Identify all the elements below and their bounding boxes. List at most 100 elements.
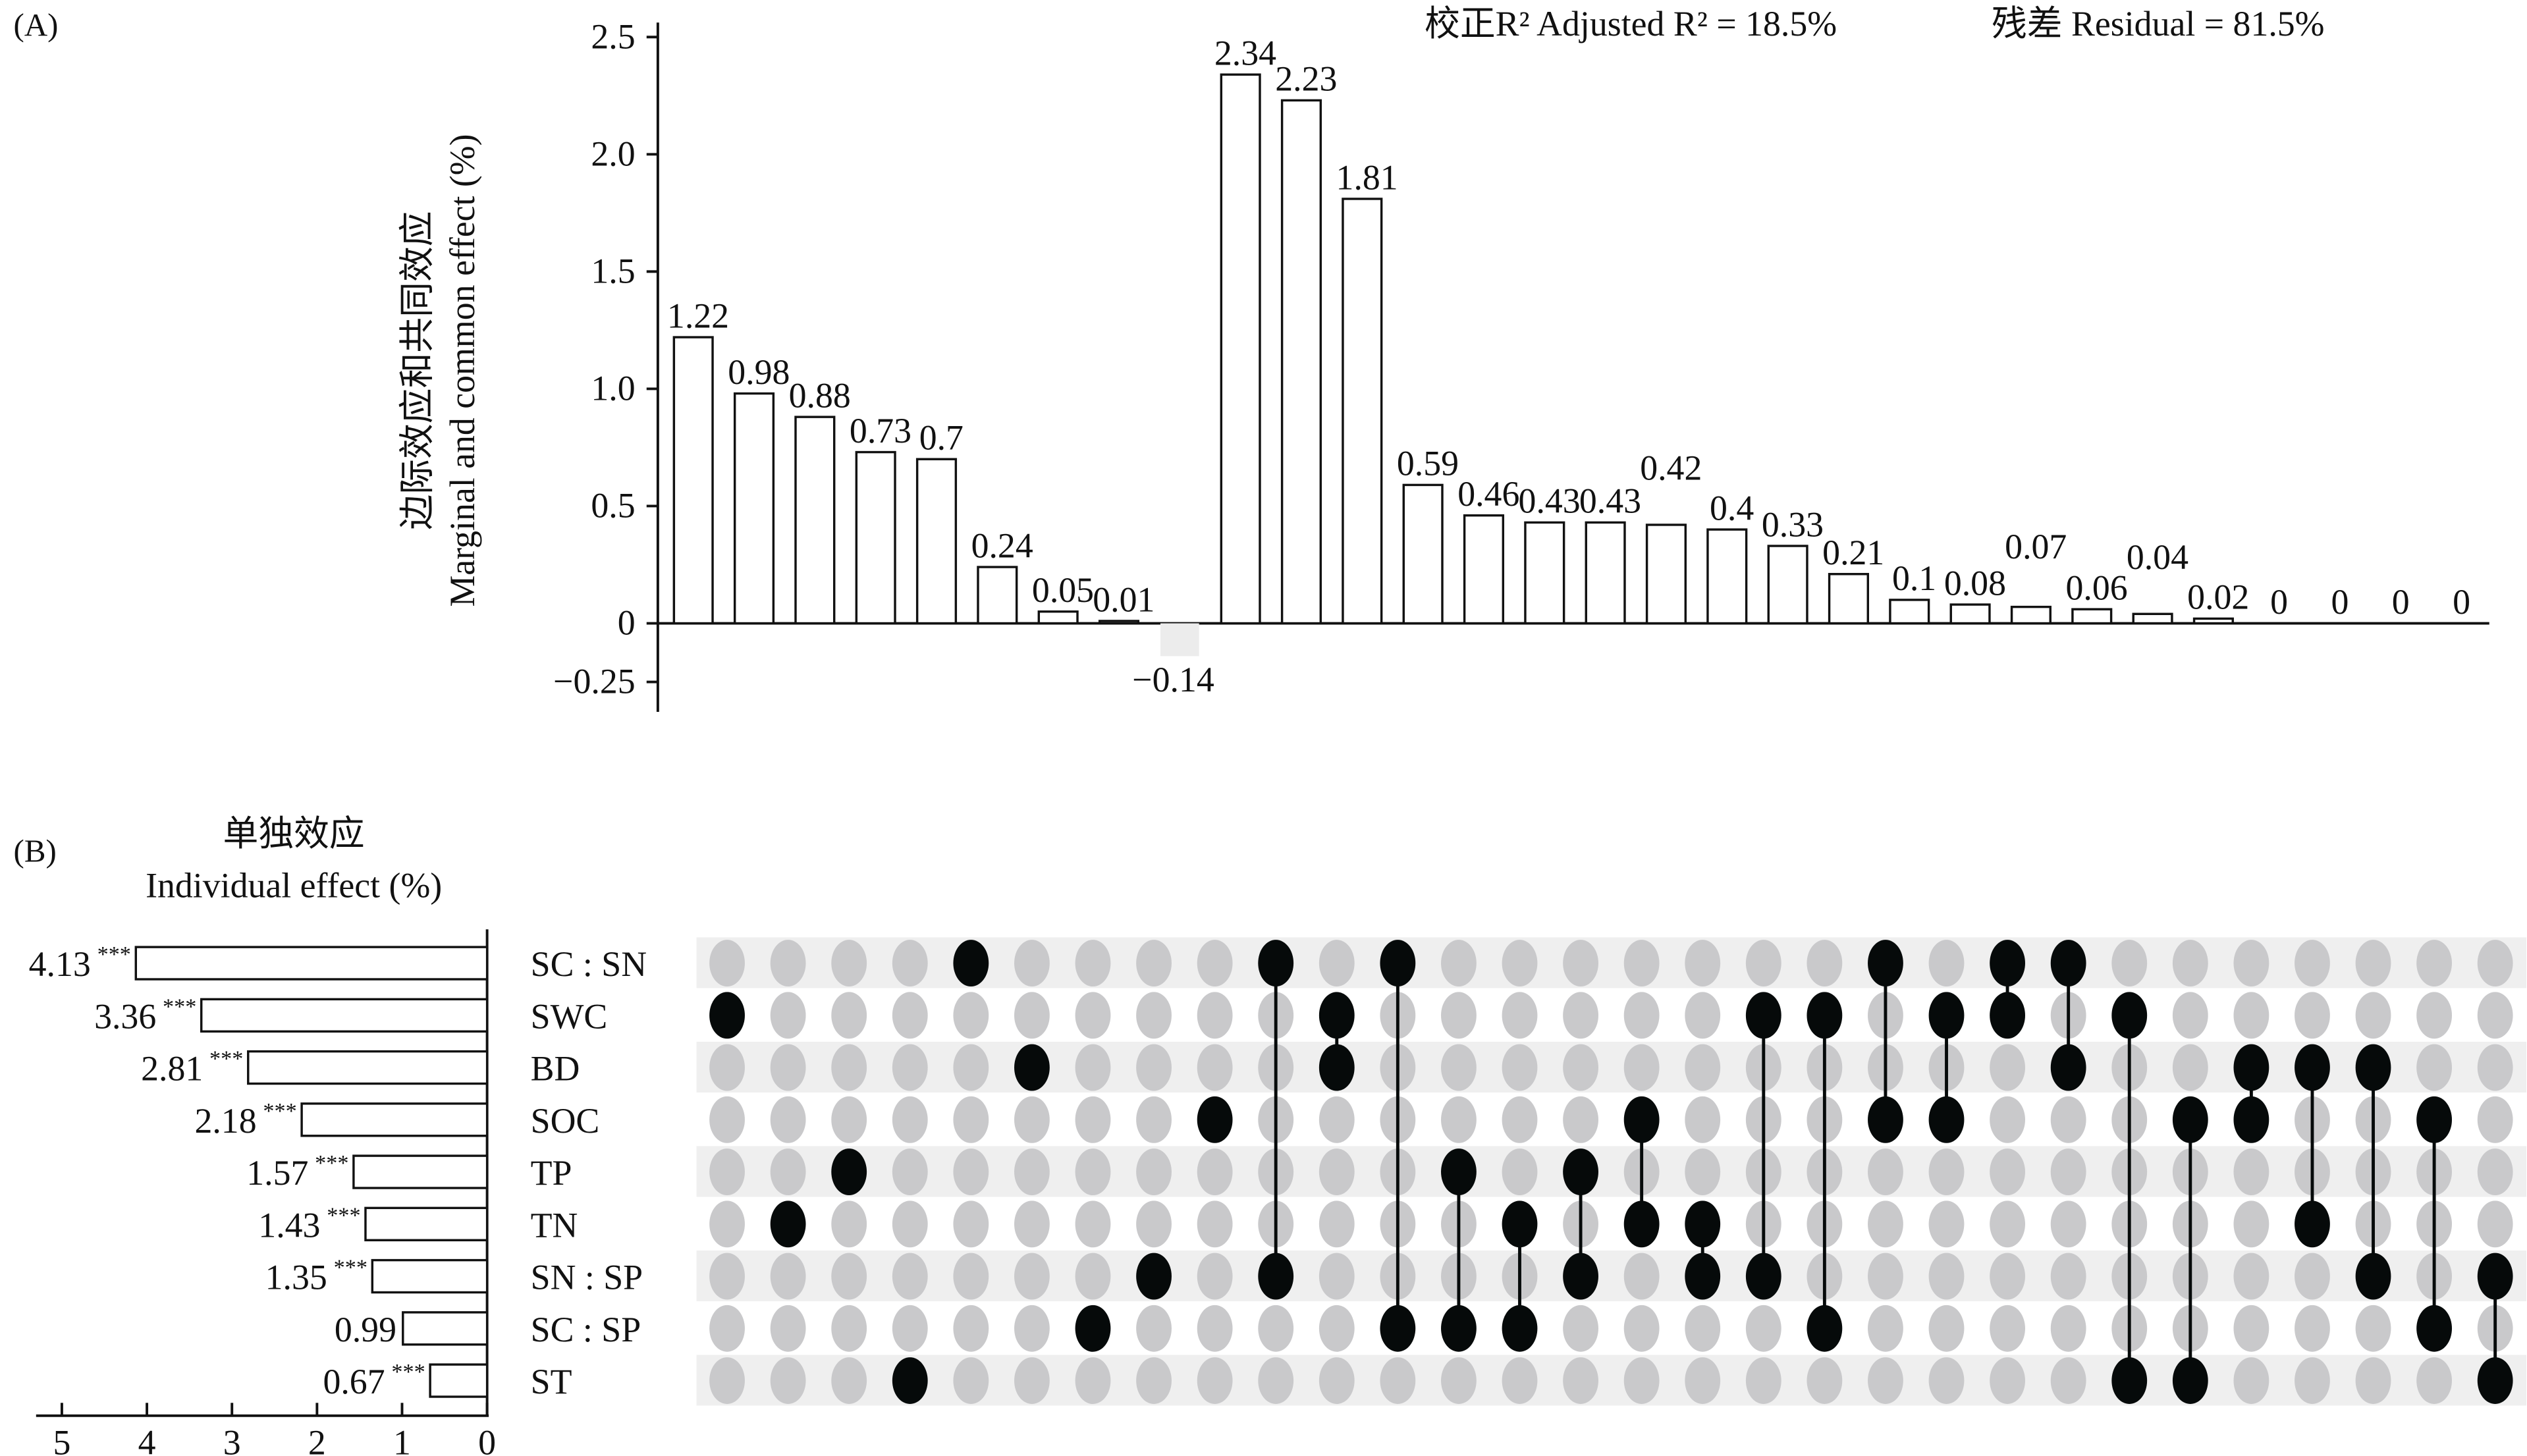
- bar-value-label: 0.24: [971, 526, 1033, 565]
- matrix-row-band: [696, 1041, 2527, 1092]
- empty-dot: [831, 1096, 867, 1143]
- individual-effect-bar: [352, 1154, 489, 1189]
- empty-dot: [1258, 1357, 1294, 1405]
- y-tick-label: 2.0: [591, 134, 635, 173]
- empty-dot: [2050, 1096, 2086, 1143]
- empty-dot: [1014, 1148, 1050, 1196]
- empty-dot: [1928, 1253, 1965, 1300]
- matrix-row-label: TN: [531, 1205, 578, 1245]
- bar: [2192, 617, 2234, 625]
- empty-dot: [1990, 1096, 2025, 1143]
- empty-dot: [2477, 1096, 2513, 1143]
- filled-dot: [1745, 992, 1781, 1039]
- empty-dot: [953, 1200, 989, 1248]
- empty-dot: [1014, 1200, 1050, 1248]
- matrix-row-label: SOC: [531, 1101, 600, 1141]
- empty-dot: [770, 1253, 806, 1300]
- filled-dot: [2355, 1253, 2391, 1300]
- empty-dot: [2233, 1148, 2269, 1196]
- bar-value-label: 0.08: [1944, 563, 2006, 603]
- annotation-residual: 残差 Residual = 81.5%: [1992, 4, 2325, 43]
- filled-dot: [1623, 1096, 1660, 1143]
- empty-dot: [1685, 1044, 1721, 1091]
- empty-dot: [2416, 1044, 2453, 1091]
- empty-dot: [1623, 1253, 1660, 1300]
- empty-dot: [1014, 1096, 1050, 1143]
- empty-dot: [770, 1044, 806, 1091]
- empty-dot: [1928, 940, 1965, 987]
- bar-value-label: 0.02: [2187, 578, 2249, 617]
- empty-dot: [953, 1253, 989, 1300]
- empty-dot: [2050, 1305, 2086, 1352]
- bar: [915, 458, 958, 625]
- empty-dot: [1807, 940, 1843, 987]
- empty-dot: [1075, 1044, 1111, 1091]
- filled-dot: [1868, 940, 1903, 987]
- empty-dot: [1868, 1253, 1903, 1300]
- empty-dot: [1075, 992, 1111, 1039]
- empty-dot: [1623, 992, 1660, 1039]
- empty-dot: [2233, 940, 2269, 987]
- empty-dot: [1197, 1148, 1233, 1196]
- filled-dot: [1014, 1044, 1050, 1091]
- empty-dot: [2172, 1044, 2208, 1091]
- empty-dot: [1745, 940, 1781, 987]
- panel-b-individual-effect: (B) 单独效应 Individual effect (%) 4.13 ***3.…: [14, 814, 497, 1456]
- empty-dot: [1868, 1357, 1903, 1405]
- significance-marker: ***: [391, 1359, 425, 1384]
- filled-dot: [1807, 1305, 1843, 1352]
- empty-dot: [1318, 1096, 1355, 1143]
- empty-dot: [1014, 992, 1050, 1039]
- empty-dot: [953, 1096, 989, 1143]
- bar: [1402, 483, 1444, 625]
- empty-dot: [2355, 992, 2391, 1039]
- bar: [733, 392, 775, 625]
- empty-dot: [892, 1044, 928, 1091]
- empty-dot: [2295, 992, 2330, 1039]
- empty-dot: [2233, 1253, 2269, 1300]
- bar: [1524, 521, 1565, 625]
- individual-effect-value-label: 3.36: [94, 996, 156, 1036]
- bar-value-label: 0.1: [1892, 558, 1936, 598]
- significance-marker: ***: [263, 1098, 296, 1123]
- matrix-row-label: TP: [531, 1153, 572, 1193]
- filled-dot: [1928, 992, 1965, 1039]
- matrix-row-label: SN : SP: [531, 1258, 643, 1297]
- filled-dot: [1807, 992, 1843, 1039]
- empty-dot: [1685, 1305, 1721, 1352]
- empty-dot: [892, 1305, 928, 1352]
- empty-dot: [953, 1305, 989, 1352]
- empty-dot: [1685, 992, 1721, 1039]
- bar: [1220, 73, 1261, 625]
- y-tick-label: 2.5: [591, 16, 635, 56]
- filled-dot: [2233, 1044, 2269, 1091]
- bar: [1098, 620, 1140, 625]
- bar-value-label: 0.33: [1762, 504, 1824, 544]
- empty-dot: [1502, 1148, 1538, 1196]
- empty-dot: [1197, 1044, 1233, 1091]
- panel-a-label: (A): [14, 7, 59, 43]
- filled-dot: [953, 940, 989, 987]
- empty-dot: [1990, 1253, 2025, 1300]
- bar-value-label: 0.98: [728, 352, 790, 392]
- bar-value-label: 0.07: [2005, 527, 2067, 566]
- x-tick-label: 2: [308, 1423, 326, 1456]
- filled-dot: [1563, 1148, 1598, 1196]
- bar: [1037, 610, 1079, 625]
- filled-dot: [770, 1200, 806, 1248]
- individual-effect-value-label: 2.81: [141, 1049, 203, 1089]
- empty-dot: [2111, 940, 2148, 987]
- empty-dot: [953, 1044, 989, 1091]
- empty-dot: [2172, 940, 2208, 987]
- empty-dot: [2416, 940, 2453, 987]
- bar: [1280, 99, 1322, 625]
- y-tick-label: 1.5: [591, 251, 635, 290]
- filled-dot: [1318, 992, 1355, 1039]
- empty-dot: [1868, 1305, 1903, 1352]
- empty-dot: [1623, 1305, 1660, 1352]
- empty-dot: [1563, 1044, 1598, 1091]
- empty-dot: [1014, 940, 1050, 987]
- empty-dot: [1685, 940, 1721, 987]
- empty-dot: [2477, 1044, 2513, 1091]
- empty-dot: [770, 992, 806, 1039]
